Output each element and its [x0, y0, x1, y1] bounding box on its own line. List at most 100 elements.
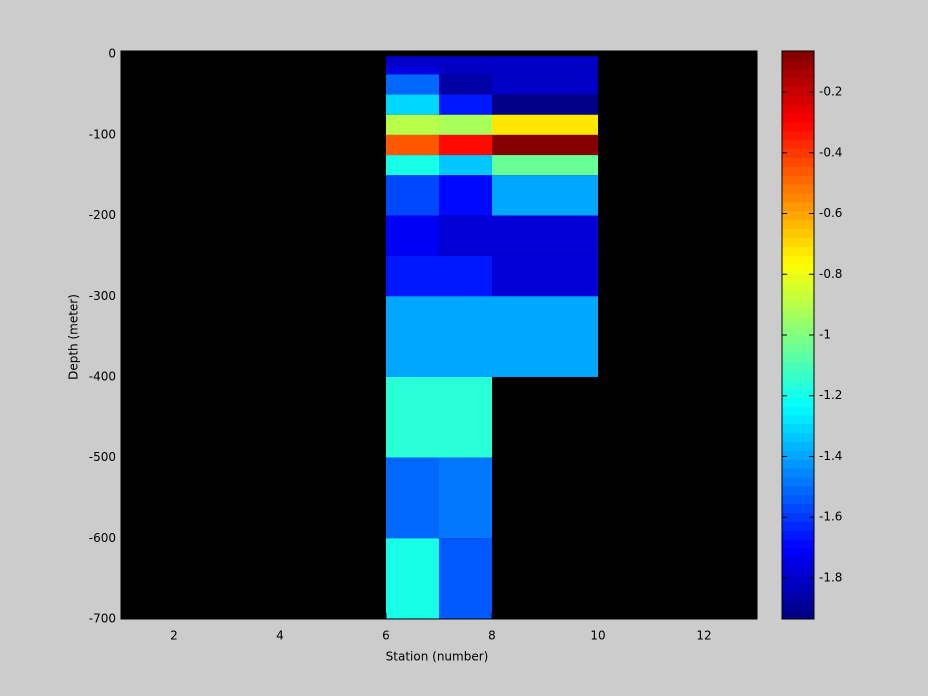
colorbar-swatch — [782, 512, 814, 522]
colorbar-swatch — [782, 139, 814, 150]
colorbar-tick-label: -1.2 — [819, 388, 842, 402]
heat-cell — [492, 74, 598, 95]
heat-cell — [492, 66, 598, 75]
y-tick-label: -700 — [89, 612, 116, 626]
heat-cell — [439, 175, 492, 216]
colorbar-swatch — [782, 565, 814, 576]
colorbar-swatch — [782, 255, 814, 265]
colorbar-tick-label: -0.8 — [819, 267, 842, 281]
colorbar-tick-label: -0.6 — [819, 206, 842, 220]
colorbar-swatch — [782, 166, 814, 176]
heat-cell — [439, 94, 492, 115]
heat-cell — [492, 255, 598, 297]
colorbar-swatch — [782, 485, 814, 496]
colorbar-swatch — [782, 414, 814, 425]
colorbar-swatch — [782, 459, 814, 469]
heat-cell — [386, 215, 439, 256]
colorbar-swatch — [782, 219, 814, 229]
heat-cell — [439, 155, 492, 176]
colorbar-tick-label: -0.4 — [819, 145, 842, 159]
y-tick-label: 0 — [108, 47, 116, 61]
colorbar-swatch — [782, 397, 814, 407]
colorbar-swatch — [782, 228, 814, 238]
y-tick-label: -300 — [89, 289, 116, 303]
colorbar-swatch — [782, 556, 814, 567]
colorbar-swatch — [782, 352, 814, 363]
heat-cell — [439, 114, 492, 135]
colorbar-swatch — [782, 592, 814, 602]
heat-cell — [386, 175, 439, 216]
colorbar-swatch — [782, 184, 814, 194]
colorbar-swatch — [782, 432, 814, 442]
x-tick-label: 10 — [590, 629, 605, 643]
y-tick-label: -500 — [89, 450, 116, 464]
colorbar-swatch — [782, 370, 814, 380]
heat-cell — [492, 215, 598, 256]
colorbar-swatch — [782, 113, 814, 123]
heat-cell — [439, 296, 492, 377]
colorbar-swatch — [782, 308, 814, 318]
heat-cell — [492, 94, 598, 115]
colorbar-swatch — [782, 68, 814, 79]
colorbar-swatch — [782, 503, 814, 513]
heat-cell — [386, 457, 439, 539]
colorbar-swatch — [782, 193, 814, 203]
colorbar-swatch — [782, 51, 814, 61]
colorbar-swatch — [782, 272, 814, 283]
colorbar-swatch — [782, 388, 814, 398]
y-tick-label: -600 — [89, 531, 116, 545]
colorbar-swatch — [782, 246, 814, 256]
colorbar-swatch — [782, 77, 814, 87]
colorbar-swatch — [782, 450, 814, 460]
colorbar-swatch — [782, 335, 814, 345]
colorbar-swatch — [782, 423, 814, 434]
heat-cell — [386, 155, 439, 176]
heat-cell — [386, 66, 439, 75]
colorbar-tick-label: -0.2 — [819, 85, 842, 99]
colorbar-swatch — [782, 237, 814, 247]
colorbar-swatch — [782, 59, 814, 70]
heat-cell — [439, 134, 492, 156]
heat-cell — [386, 74, 439, 95]
y-tick-label: -100 — [89, 127, 116, 141]
colorbar-swatch — [782, 494, 814, 505]
colorbar-swatch — [782, 477, 814, 487]
x-tick-label: 6 — [382, 629, 390, 643]
colorbar-swatch — [782, 361, 814, 371]
y-tick-label: -400 — [89, 369, 116, 383]
colorbar-swatch — [782, 157, 814, 167]
colorbar-swatch — [782, 95, 814, 105]
heat-cell — [439, 457, 492, 539]
colorbar-swatch — [782, 264, 814, 274]
heat-cell — [386, 134, 439, 156]
colorbar-tick-label: -1 — [819, 328, 831, 342]
x-axis-label: Station (number) — [386, 650, 489, 664]
heat-cell — [439, 74, 492, 95]
heat-cell — [492, 134, 598, 156]
heat-cell — [492, 114, 598, 135]
colorbar-swatch — [782, 104, 814, 114]
colorbar-swatch — [782, 122, 814, 132]
colorbar-swatch — [782, 148, 814, 158]
colorbar-swatch — [782, 317, 814, 327]
colorbar-tick-label: -1.6 — [819, 510, 842, 524]
y-axis-label: Depth (meter) — [67, 294, 81, 380]
colorbar-swatch — [782, 326, 814, 336]
heat-cell — [386, 255, 439, 297]
colorbar-swatch — [782, 201, 814, 212]
colorbar-swatch — [782, 290, 814, 300]
heat-cell — [439, 538, 492, 619]
colorbar-swatch — [782, 521, 814, 531]
colorbar-swatch — [782, 539, 814, 549]
colorbar-tick-label: -1.8 — [819, 570, 842, 584]
heat-cell — [492, 56, 598, 67]
colorbar-swatch — [782, 343, 814, 354]
colorbar-swatch — [782, 130, 814, 141]
colorbar-swatch — [782, 574, 814, 584]
heat-cell — [492, 296, 598, 377]
colorbar-swatch — [782, 468, 814, 478]
colorbar-swatch — [782, 299, 814, 309]
heat-cell — [386, 94, 439, 115]
heat-cell — [386, 114, 439, 135]
